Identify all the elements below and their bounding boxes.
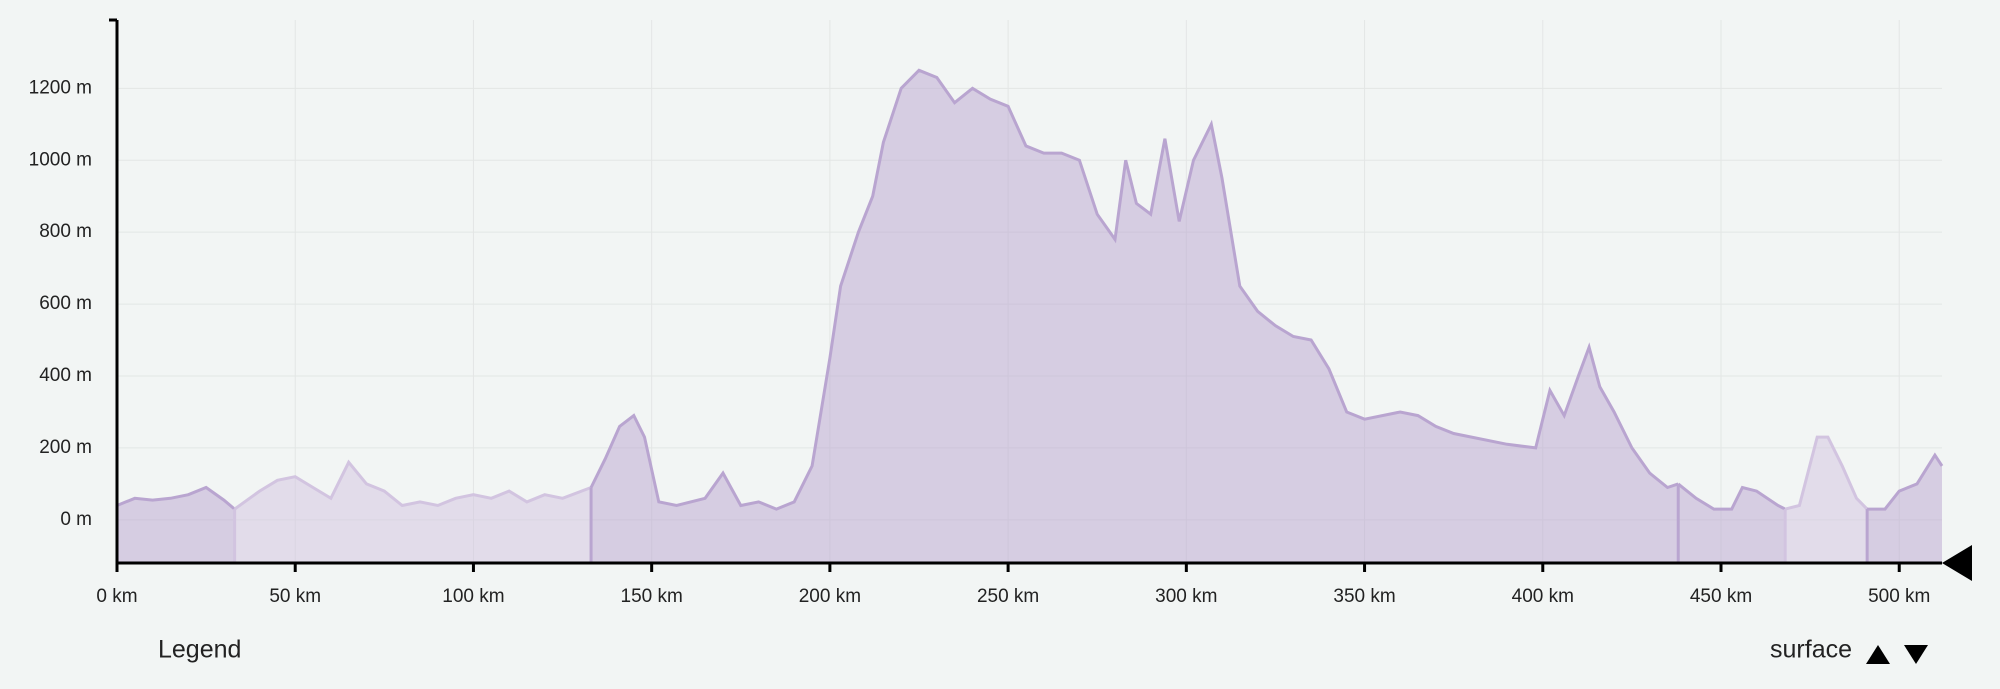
- legend-toggle[interactable]: Legend: [158, 636, 241, 664]
- y-tick-label: 200 m: [39, 437, 92, 458]
- x-tick-label: 400 km: [1512, 586, 1574, 607]
- area-line: [1677, 482, 1786, 511]
- area-line: [589, 68, 1679, 511]
- y-tick-label: 600 m: [39, 293, 92, 314]
- x-tick-label: 300 km: [1155, 586, 1217, 607]
- x-tick-label: 0 km: [96, 586, 137, 607]
- end-marker: [1942, 545, 1972, 581]
- sort-label[interactable]: surface: [1770, 636, 1852, 664]
- y-tick-label: 0 m: [60, 509, 92, 530]
- x-tick-label: 150 km: [621, 586, 683, 607]
- x-tick-label: 450 km: [1690, 586, 1752, 607]
- area-line: [1784, 435, 1869, 511]
- y-tick-label: 1000 m: [29, 149, 92, 170]
- x-tick-label: 250 km: [977, 586, 1039, 607]
- area-line: [233, 459, 592, 511]
- sort-up-icon[interactable]: [1866, 645, 1890, 664]
- area-line: [116, 485, 236, 511]
- y-tick-label: 400 m: [39, 365, 92, 386]
- area-fill: [591, 70, 1679, 564]
- area-fill: [117, 487, 235, 563]
- x-tick-label: 350 km: [1333, 586, 1395, 607]
- sort-down-icon[interactable]: [1904, 645, 1928, 664]
- y-tick-label: 800 m: [39, 221, 92, 242]
- x-tick-label: 500 km: [1868, 586, 1930, 607]
- x-tick-label: 200 km: [799, 586, 861, 607]
- area-fill: [1867, 455, 1942, 563]
- area-fill: [1785, 437, 1868, 563]
- area-fill: [234, 462, 592, 563]
- y-tick-label: 1200 m: [29, 77, 92, 98]
- x-tick-label: 50 km: [269, 586, 321, 607]
- area-line: [1867, 452, 1944, 511]
- x-tick-label: 100 km: [442, 586, 504, 607]
